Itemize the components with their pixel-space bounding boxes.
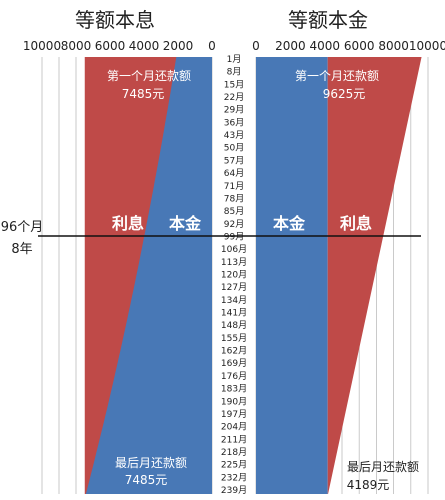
right-first-payment-value: 9625元 [323,87,366,101]
left-areas [84,57,212,494]
left-x-tick-label: 6000 [95,39,126,53]
left-x-tick-label: 2000 [163,39,194,53]
month-tick-label: 106月 [221,244,247,255]
month-tick-label: 71月 [224,181,244,192]
month-tick-label: 113月 [221,257,247,268]
month-tick-label: 36月 [224,117,244,128]
left-x-tick-label: 4000 [129,39,160,53]
right-x-axis-ticks: 0 2000 4000 6000 8000 10000 [252,39,445,53]
month-tick-label: 120月 [221,270,247,281]
right-x-tick-label: 2000 [275,39,306,53]
month-tick-label: 15月 [224,79,244,90]
month-tick-label: 176月 [221,371,247,382]
right-interest-area [327,57,422,494]
right-series-interest-label: 利息 [340,214,372,233]
left-first-payment-label: 第一个月还款额 [107,69,191,83]
month-tick-label: 99月 [224,232,244,243]
month-tick-label: 64月 [224,168,244,179]
month-tick-label: 92月 [224,219,244,230]
left-last-payment-label: 最后月还款额 [115,456,187,470]
month-tick-label: 29月 [224,105,244,116]
right-last-payment-label: 最后月还款额 [347,460,419,474]
right-x-tick-label: 4000 [310,39,341,53]
left-series-principal-label: 本金 [169,214,202,233]
month-tick-label: 155月 [221,333,247,344]
month-tick-label: 169月 [221,358,247,369]
month-tick-label: 78月 [224,193,244,204]
left-last-payment-value: 7485元 [125,473,168,487]
right-x-tick-label: 0 [252,39,260,53]
left-chart-title: 等额本息 [75,8,155,32]
marker-years-label: 8年 [11,242,32,257]
month-tick-label: 190月 [221,396,247,407]
month-tick-label: 239月 [221,485,247,496]
left-series-interest-label: 利息 [112,214,144,233]
month-tick-label: 134月 [221,295,247,306]
right-areas [256,57,422,494]
month-tick-label: 85月 [224,206,244,217]
left-first-payment-value: 7485元 [122,87,165,101]
month-tick-label: 43月 [224,130,244,141]
right-principal-area [256,57,328,494]
month-tick-label: 57月 [224,155,244,166]
month-tick-label: 162月 [221,346,247,357]
right-series-principal-label: 本金 [273,214,306,233]
month-tick-label: 183月 [221,384,247,395]
right-chart-title: 等额本金 [288,8,368,32]
month-tick-label: 22月 [224,92,244,103]
month-tick-label: 8月 [227,67,242,78]
month-tick-label: 197月 [221,409,247,420]
right-x-tick-label: 8000 [378,39,409,53]
right-first-payment-label: 第一个月还款额 [295,69,379,83]
month-tick-label: 127月 [221,282,247,293]
month-tick-label: 225月 [221,460,247,471]
month-tick-label: 141月 [221,308,247,319]
left-principal-area [85,57,212,494]
month-tick-label: 50月 [224,143,244,154]
left-x-tick-label: 8000 [61,39,92,53]
right-x-tick-label: 10000 [409,39,445,53]
marker-months-label: 96个月 [1,220,44,235]
month-tick-label: 232月 [221,472,247,483]
left-x-axis-ticks: 10000 8000 6000 4000 2000 0 [23,39,216,53]
month-tick-label: 211月 [221,434,247,445]
right-last-payment-value: 4189元 [347,478,390,492]
left-x-tick-label: 0 [208,39,216,53]
left-x-tick-label: 10000 [23,39,61,53]
right-x-tick-label: 6000 [344,39,375,53]
month-tick-label: 148月 [221,320,247,331]
month-tick-label: 204月 [221,422,247,433]
month-tick-label: 218月 [221,447,247,458]
month-tick-label: 1月 [227,54,242,65]
